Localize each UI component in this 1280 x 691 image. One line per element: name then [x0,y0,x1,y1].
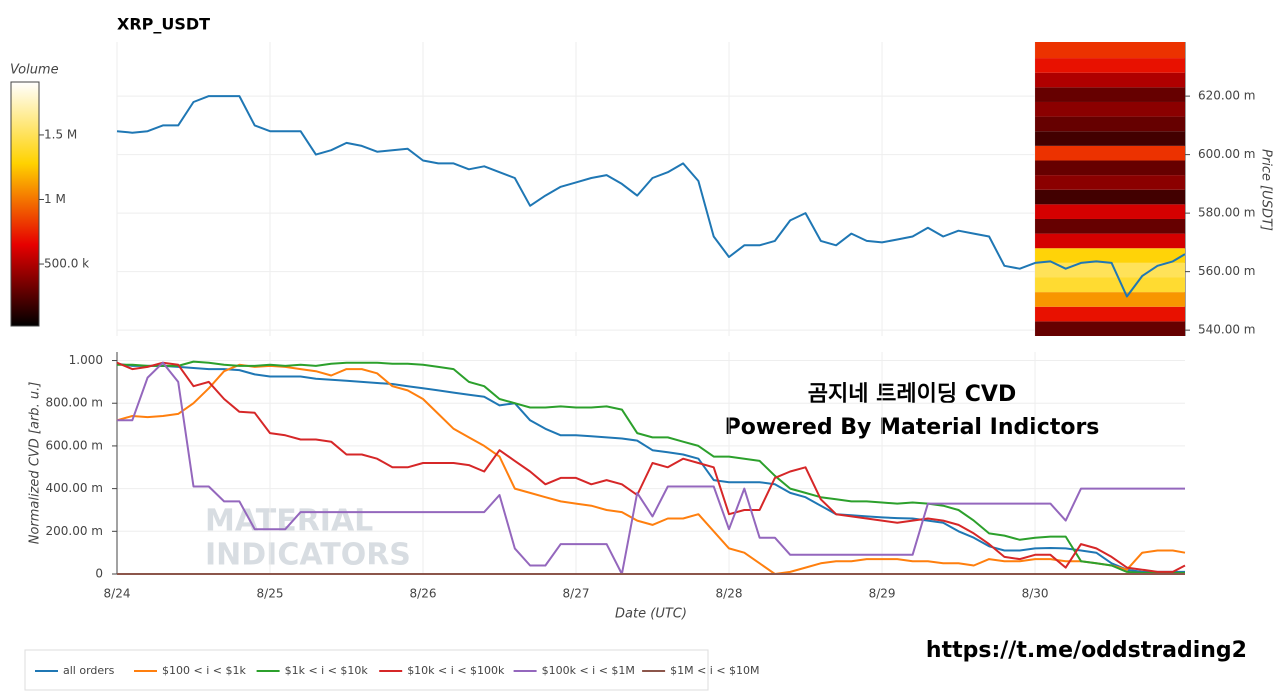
heatmap-cell [1035,101,1185,117]
x-tick-label: 8/30 [1022,587,1049,601]
heatmap-cell [1035,175,1185,190]
heatmap-cell [1035,204,1185,219]
annotation: Powered By Material Indictors [725,415,1100,440]
x-tick-label: 8/24 [104,587,131,601]
legend-label: $1M < i < $10M [670,664,759,677]
colorbar-tick-label: 1.5 M [44,127,77,141]
legend-label: all orders [63,664,115,677]
legend-label: $100 < i < $1k [162,664,246,677]
series-line [117,361,1185,575]
legend-label: $100k < i < $1M [542,664,635,677]
series-line [116,363,1186,575]
heatmap-cell [1035,160,1185,176]
heatmap-cell [1035,58,1185,73]
y-tick-label: 200.00 m [46,524,104,538]
y-tick-label: 0 [95,567,103,581]
series-line [116,95,1186,298]
heatmap-cell [1035,145,1185,161]
series-line [117,360,1185,574]
footer-link: https://t.me/oddstrading2 [926,638,1247,663]
colorbar-title: Volume [10,63,59,78]
heatmap-cell [1035,42,1185,59]
heatmap-cell [1035,189,1185,205]
x-tick-label: 8/27 [563,587,590,601]
x-axis-title: Date (UTC) [615,607,687,622]
y-axis-title: Normalized CVD [arb. u.] [28,382,43,545]
colorbar-tick-label: 1 M [44,192,66,206]
x-tick-label: 8/26 [410,587,437,601]
y-tick-label: 580.00 m [1198,206,1256,220]
heatmap-cell [1035,72,1185,88]
series-line [116,362,1185,573]
heatmap-cell [1035,277,1185,293]
heatmap-cell [1035,321,1185,336]
y-tick-label: 800.00 m [46,396,104,410]
watermark: MATERIAL [205,504,373,539]
y-tick-label: 560.00 m [1198,264,1256,278]
heatmap-cell [1035,248,1185,263]
y-tick-label: 540.00 m [1198,323,1256,337]
legend-label: $1k < i < $10k [285,664,369,677]
colorbar-tick-label: 500.0 k [44,257,89,271]
heatmap-cell [1035,292,1185,307]
y-tick-label: 400.00 m [46,481,104,495]
series-line [116,361,1186,573]
heatmap-cell [1035,233,1185,249]
colorbar [10,81,40,327]
y-tick-label: 600.00 m [1198,147,1256,161]
chart-title: XRP_USDT [117,15,210,34]
y-tick-label: 1.000 [69,353,103,367]
y-axis-title: Price [USDT] [1259,149,1274,231]
legend-label: $10k < i < $100k [407,664,505,677]
y-tick-label: 620.00 m [1198,89,1256,103]
heatmap-cell [1035,116,1185,132]
watermark: INDICATORS [205,538,411,573]
heatmap-cell [1035,218,1185,234]
x-tick-label: 8/29 [869,587,896,601]
x-tick-label: 8/25 [257,587,284,601]
y-tick-label: 600.00 m [46,438,104,452]
x-tick-label: 8/28 [716,587,743,601]
heatmap-cell [1035,87,1185,102]
heatmap-cell [1035,131,1185,146]
heatmap-cell [1035,306,1185,322]
